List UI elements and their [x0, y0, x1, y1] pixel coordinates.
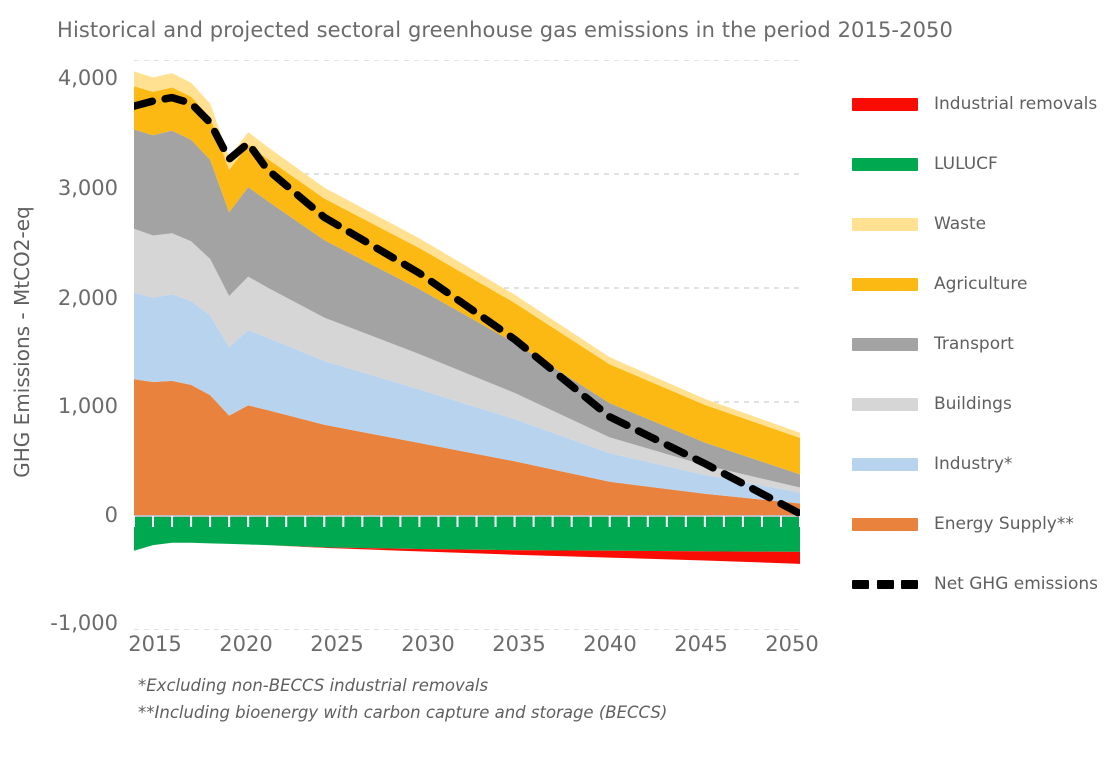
area-industrial-removals — [134, 542, 800, 564]
legend-label: Agriculture — [934, 274, 1028, 294]
legend-label: Industrial removals — [934, 94, 1098, 114]
legend-item-industry[interactable]: Industry* — [852, 452, 1012, 476]
legend-item-lulucf[interactable]: LULUCF — [852, 152, 998, 176]
legend-swatch-icon — [852, 157, 918, 171]
legend-item-energy-supply[interactable]: Energy Supply** — [852, 512, 1074, 536]
x-tick-2025: 2025 — [310, 632, 364, 656]
legend-swatch-icon — [852, 579, 918, 589]
area-lulucf — [134, 516, 800, 552]
legend-swatch-icon — [852, 97, 918, 111]
y-tick-3000: 3,000 — [57, 176, 118, 200]
legend-item-buildings[interactable]: Buildings — [852, 392, 1012, 416]
legend-item-net-ghg-emissions[interactable]: Net GHG emissions — [852, 572, 1098, 596]
x-tick-2020: 2020 — [219, 632, 273, 656]
area-agriculture — [134, 86, 800, 475]
legend-label: Transport — [934, 334, 1014, 354]
page-title: Historical and projected sectoral greenh… — [57, 18, 953, 42]
legend-swatch-icon — [852, 337, 918, 351]
area-buildings — [134, 228, 800, 493]
x-tick-2045: 2045 — [674, 632, 728, 656]
legend-swatch-icon — [852, 517, 918, 531]
y-tick-1000: 1,000 — [57, 394, 118, 418]
area-transport — [134, 129, 800, 488]
legend-label: LULUCF — [934, 154, 998, 174]
legend-item-industrial-removals[interactable]: Industrial removals — [852, 92, 1097, 116]
net-ghg-emissions-line — [134, 93, 800, 518]
legend-label: Energy Supply** — [934, 514, 1074, 534]
x-tick-2015: 2015 — [128, 632, 182, 656]
legend-label: Industry* — [934, 454, 1013, 474]
legend-swatch-icon — [852, 457, 918, 471]
y-tick-2000: 2,000 — [57, 286, 118, 310]
legend-swatch-icon — [852, 277, 918, 291]
legend-item-agriculture[interactable]: Agriculture — [852, 272, 1028, 296]
legend-item-transport[interactable]: Transport — [852, 332, 1014, 356]
plot-area — [134, 60, 800, 630]
area-energy-supply — [134, 379, 800, 516]
legend-item-waste[interactable]: Waste — [852, 212, 986, 236]
x-tick-2035: 2035 — [492, 632, 546, 656]
legend-label: Buildings — [934, 394, 1012, 414]
y-tick-4000: 4,000 — [57, 66, 118, 90]
stacked-area-chart — [134, 60, 800, 630]
legend-swatch-icon — [852, 217, 918, 231]
x-tick-2030: 2030 — [401, 632, 455, 656]
legend-label: Net GHG emissions — [934, 574, 1098, 594]
legend-label: Waste — [934, 214, 987, 234]
y-axis-ticks: 4,000 3,000 2,000 1,000 0 -1,000 — [0, 0, 118, 762]
footnote-excluding-nonbeccs: *Excluding non-BECCS industrial removals — [138, 676, 489, 695]
y-tick-0: 0 — [104, 503, 118, 527]
x-tick-2050: 2050 — [765, 632, 819, 656]
x-tick-2040: 2040 — [583, 632, 637, 656]
legend-swatch-icon — [852, 397, 918, 411]
y-tick--1000: -1,000 — [50, 611, 118, 635]
footnote-including-beccs: **Including bioenergy with carbon captur… — [138, 703, 668, 722]
